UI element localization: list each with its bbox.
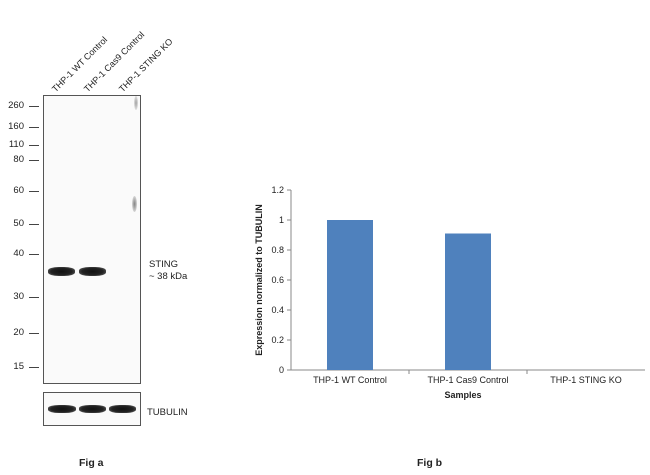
- mw-tick-260: [29, 106, 39, 107]
- fig-a-caption: Fig a: [79, 457, 104, 469]
- sting-label: STING ~ 38 kDa: [149, 259, 187, 283]
- mw-label-60: 60: [13, 185, 24, 196]
- mw-tick-30: [29, 297, 39, 298]
- x-tick-label: THP-1 STING KO: [550, 375, 622, 385]
- mw-label-160: 160: [8, 121, 24, 132]
- tubulin-band-ko: [109, 405, 136, 413]
- mw-tick-15: [29, 367, 39, 368]
- tubulin-band-wt: [48, 405, 76, 413]
- y-tick-label: 0.2: [271, 335, 284, 345]
- y-tick-label: 0.4: [271, 305, 284, 315]
- bar-1: [327, 220, 373, 370]
- y-ticks: 0 0.2 0.4 0.6 0.8 1 1.2: [271, 185, 291, 375]
- mw-tick-110: [29, 145, 39, 146]
- sting-band-cas9: [79, 267, 106, 276]
- y-tick-label: 1: [279, 215, 284, 225]
- mw-label-30: 30: [13, 291, 24, 302]
- fig-b-caption: Fig b: [417, 457, 443, 469]
- x-tick-label: THP-1 Cas9 Control: [427, 375, 508, 385]
- x-ticks: THP-1 WT Control THP-1 Cas9 Control THP-1 …: [313, 370, 622, 385]
- y-tick-label: 1.2: [271, 185, 284, 195]
- mw-label-260: 260: [8, 100, 24, 111]
- y-tick-label: 0: [279, 365, 284, 375]
- x-tick-label: THP-1 WT Control: [313, 375, 387, 385]
- mw-label-15: 15: [13, 361, 24, 372]
- mw-label-80: 80: [13, 154, 24, 165]
- mw-tick-60: [29, 191, 39, 192]
- tubulin-blot-panel: [43, 392, 141, 426]
- tubulin-band-cas9: [79, 405, 106, 413]
- mw-tick-50: [29, 224, 39, 225]
- mw-tick-20: [29, 333, 39, 334]
- y-tick-label: 0.6: [271, 275, 284, 285]
- blot-artifact-spot: [134, 96, 138, 110]
- mw-tick-80: [29, 160, 39, 161]
- sting-band-wt: [48, 267, 75, 276]
- y-axis-label: Expression normalized to TUBULIN: [254, 204, 264, 356]
- mw-tick-40: [29, 254, 39, 255]
- mw-label-110: 110: [8, 139, 24, 150]
- tubulin-label: TUBULIN: [147, 407, 188, 418]
- mw-label-40: 40: [13, 248, 24, 259]
- sting-label-name: STING: [149, 259, 179, 270]
- lane-label-wt: THP-1 WT Control: [49, 34, 110, 94]
- main-blot-panel: [43, 95, 141, 384]
- bar-chart: 00.20.40.60.811.2 THP-1 WT Control THP-1 …: [254, 185, 645, 400]
- bars: [327, 220, 491, 370]
- blot-artifact-smear: [132, 196, 137, 212]
- x-axis-label: Samples: [444, 390, 481, 400]
- bar-2: [445, 233, 491, 370]
- y-tick-label: 0.8: [271, 245, 284, 255]
- mw-label-20: 20: [13, 327, 24, 338]
- sting-label-size: ~ 38 kDa: [149, 271, 188, 282]
- mw-label-50: 50: [13, 218, 24, 229]
- mw-tick-160: [29, 127, 39, 128]
- lane-label-cas9: THP-1 Cas9 Control: [81, 29, 147, 94]
